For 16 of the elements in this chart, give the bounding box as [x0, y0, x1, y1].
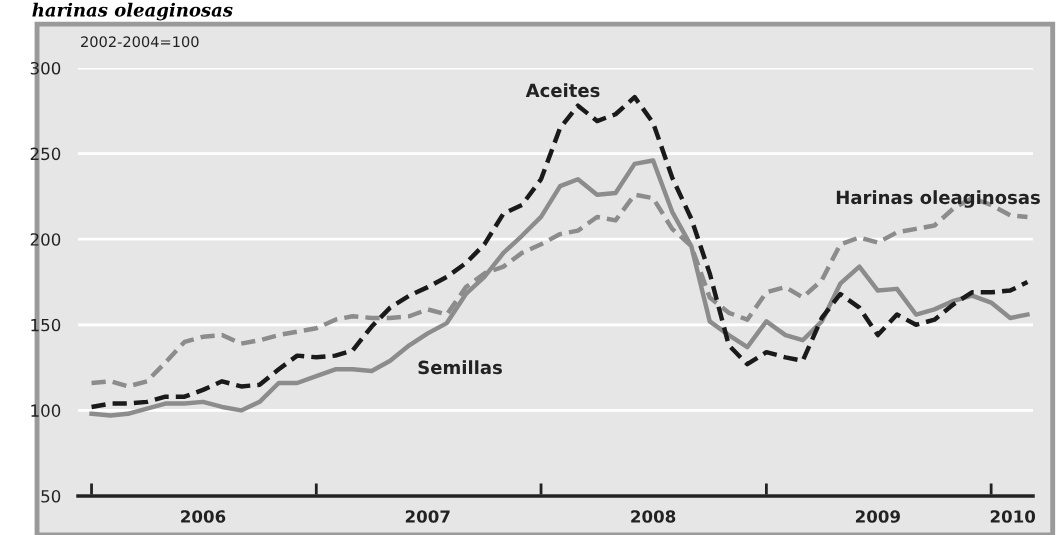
series-label: Harinas oleaginosas: [836, 190, 1040, 208]
y-tick-label: 100: [31, 404, 61, 417]
x-tick-label: 2009: [855, 510, 900, 523]
x-tick-label: 2010: [990, 510, 1036, 523]
y-tick-label: 250: [30, 147, 61, 161]
chart-title: harinas oleaginosas: [32, 2, 233, 21]
y-tick-label: 200: [30, 233, 61, 246]
series-label: Semillas: [418, 360, 502, 375]
y-tick-label: 50: [41, 489, 61, 503]
series-label: Aceites: [525, 83, 600, 98]
x-tick-label: 2007: [405, 510, 450, 523]
x-tick-label: 2008: [631, 510, 676, 523]
y-tick-label: 300: [30, 61, 61, 75]
y-axis-title: 2002-2004=100: [81, 36, 199, 48]
y-tick-label: 150: [31, 318, 61, 332]
x-tick-label: 2006: [181, 510, 226, 523]
